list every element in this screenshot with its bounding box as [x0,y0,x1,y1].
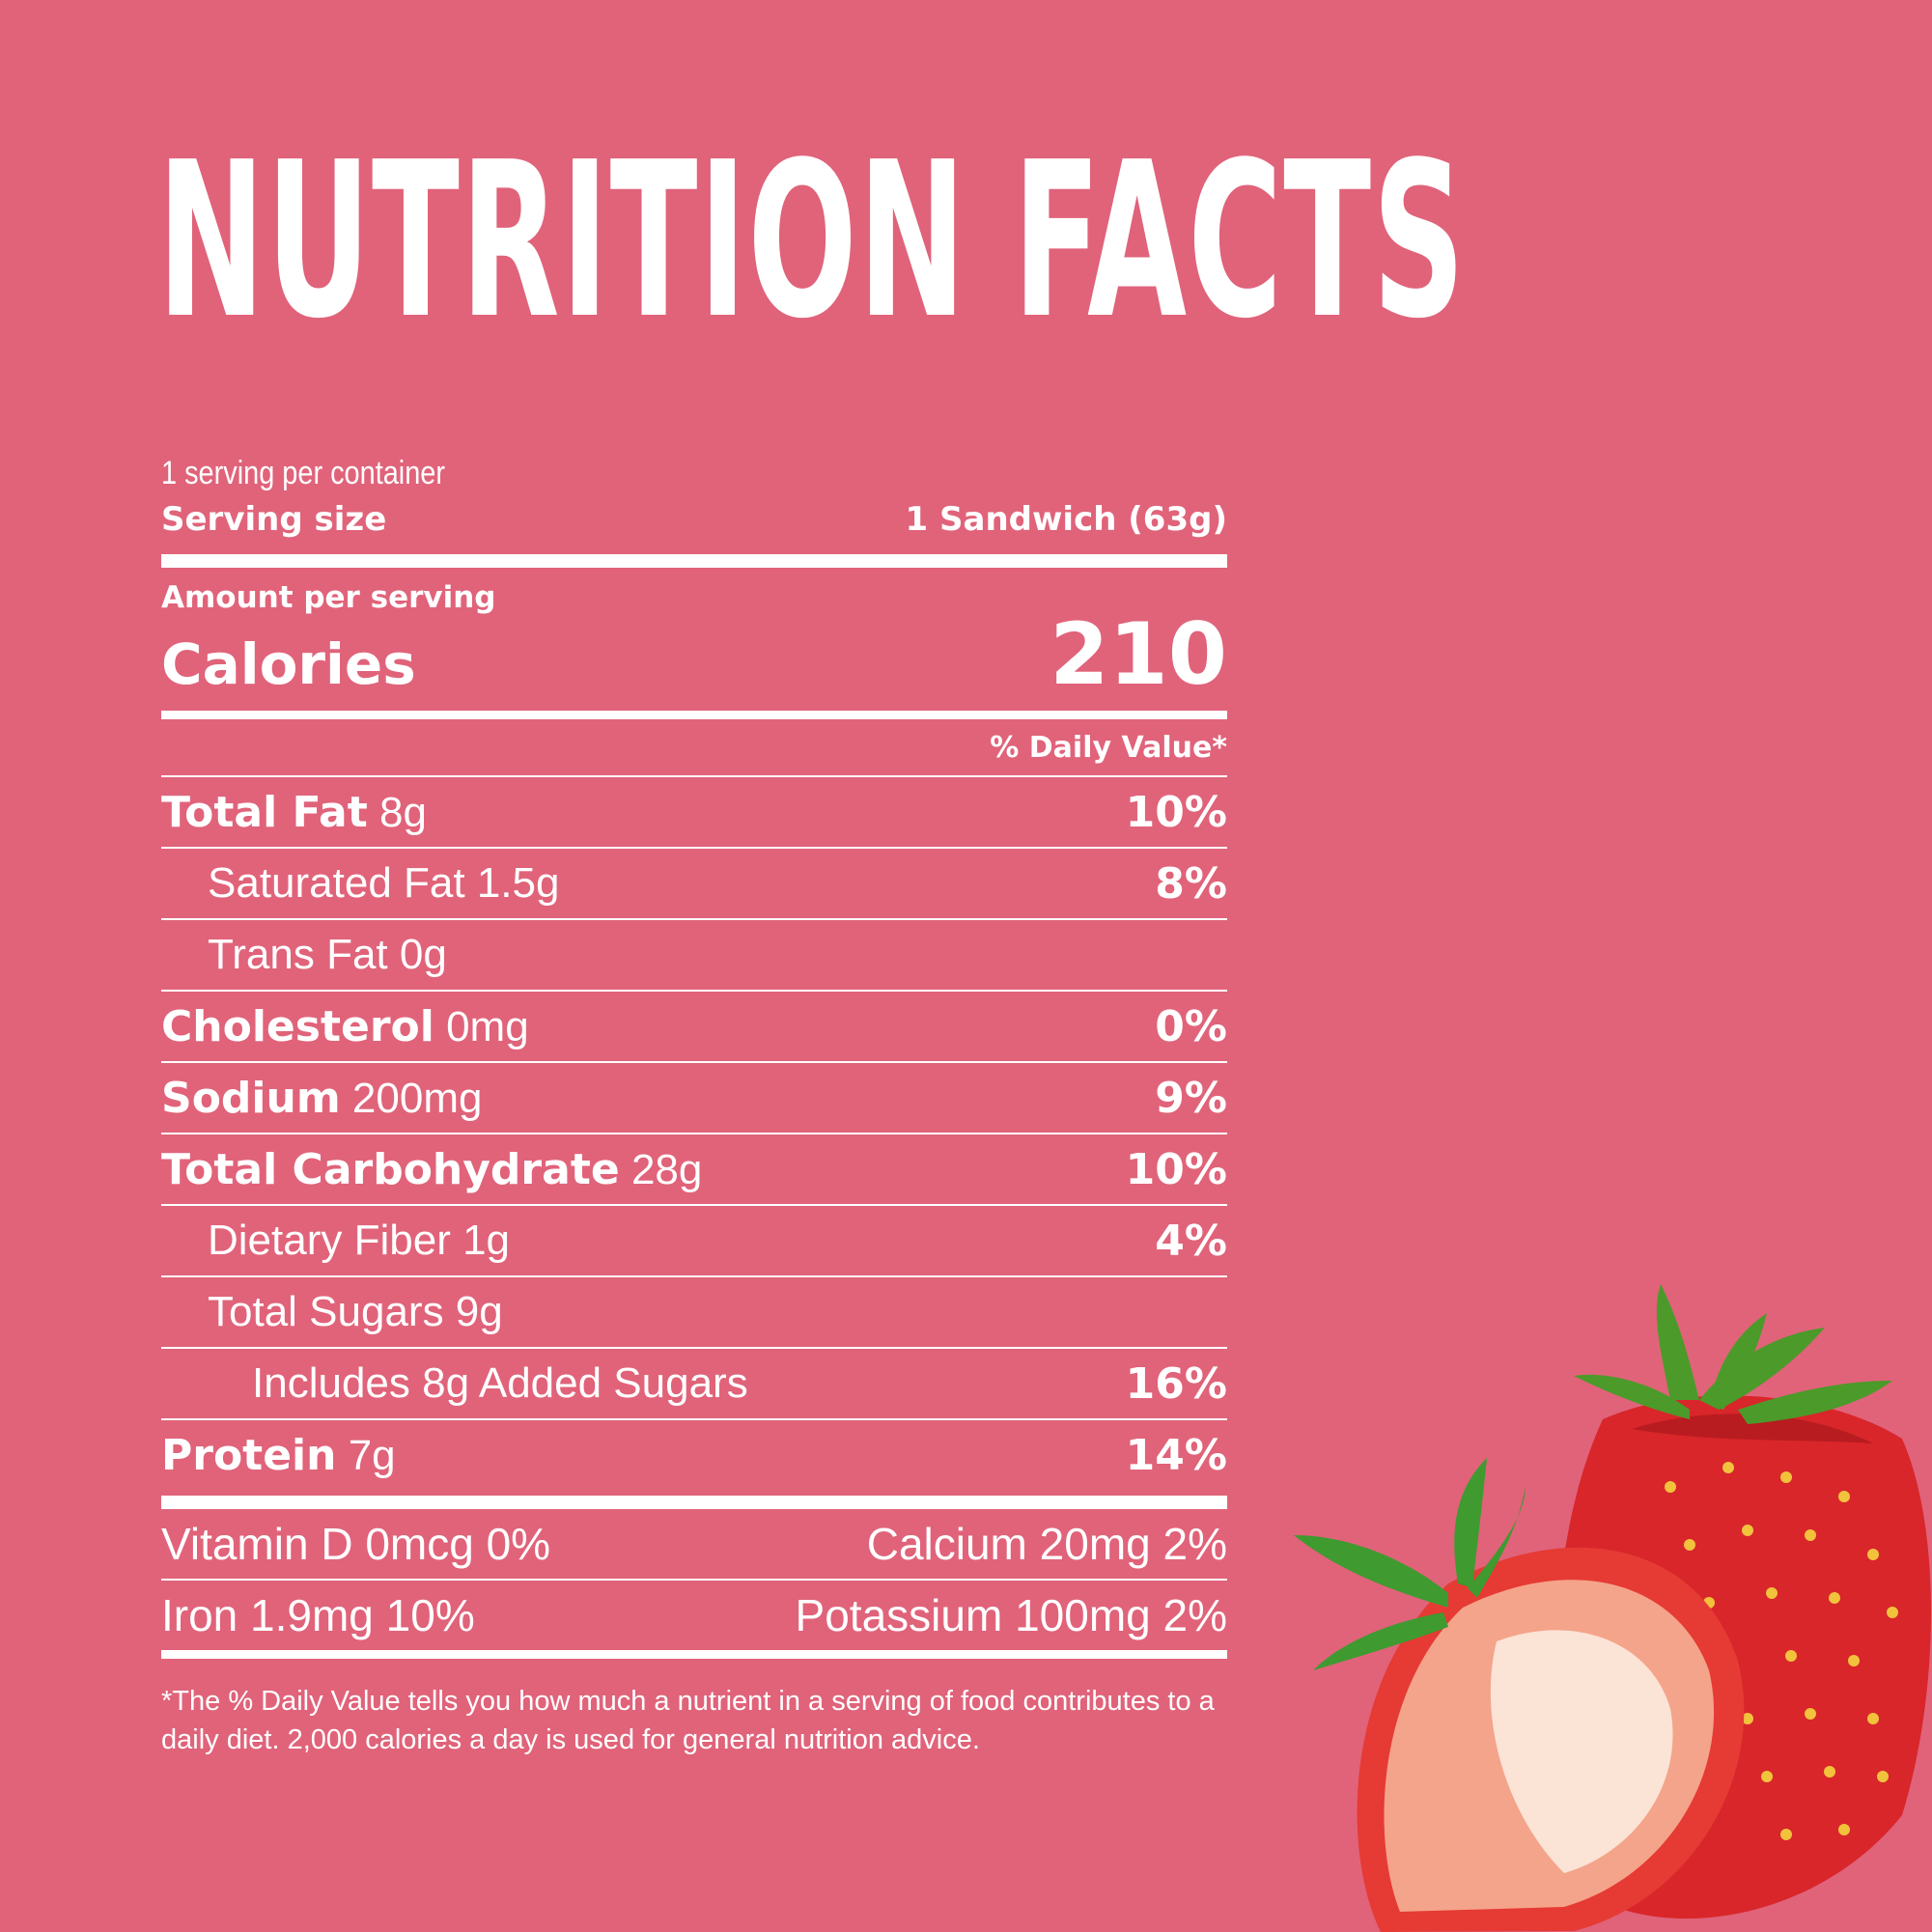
page-title: NUTRITION FACTS [157,117,1467,366]
vitamin-left: Iron 1.9mg 10% [161,1590,475,1640]
nutrient-dv: 10% [1125,1144,1227,1194]
nutrient-row: Saturated Fat 1.5g 8% [161,849,1227,918]
nutrient-amount: 7g [348,1431,396,1479]
divider-thin [161,775,1227,777]
nutrient-name: Cholesterol [161,1001,434,1051]
divider-thin [161,1579,1227,1581]
halved-strawberry [1357,1547,1745,1932]
nutrient-dv: 4% [1155,1216,1227,1266]
nutrient-row: Total Fat 8g 10% [161,777,1227,847]
nutrient-amount: 28g [630,1145,703,1193]
nutrient-row: Sodium 200mg 9% [161,1063,1227,1133]
vitamin-right: Potassium 100mg 2% [795,1590,1227,1640]
strawberry-leaves [1574,1284,1892,1424]
calories-row: Calories 210 [161,604,1227,704]
daily-value-header: % Daily Value* [990,731,1227,765]
nutrient-dv: 0% [1155,1001,1227,1051]
nutrient-dv: 14% [1125,1430,1227,1480]
nutrient-dv: 8% [1155,858,1227,909]
nutrient-name: Sodium [161,1073,341,1123]
halved-strawberry-leaves [1294,1458,1526,1670]
divider-thick [161,554,1227,568]
nutrient-name: Total Fat [161,787,368,837]
nutrient-row: Protein 7g 14% [161,1420,1227,1490]
divider-thin [161,1347,1227,1349]
divider-thin [161,1133,1227,1134]
nutrient-amount: 200mg [351,1074,483,1122]
nutrient-name: Total Carbohydrate [161,1144,620,1194]
nutrient-row: Total Sugars 9g [161,1277,1227,1347]
nutrient-name: Trans Fat 0g [208,931,447,978]
nutrient-name: Protein [161,1430,337,1480]
divider-medium [161,1650,1227,1659]
vitamin-right: Calcium 20mg 2% [866,1519,1227,1569]
servings-per-container: 1 serving per container [161,455,445,491]
nutrient-dv: 9% [1155,1073,1227,1123]
divider-medium [161,711,1227,719]
vitamin-row: Iron 1.9mg 10% Potassium 100mg 2% [161,1581,1227,1650]
divider-thin [161,1204,1227,1206]
nutrient-amount: 8g [378,788,427,836]
nutrient-dv: 16% [1125,1358,1227,1409]
calories-label: Calories [161,631,416,697]
nutrient-row: Cholesterol 0mg 0% [161,992,1227,1061]
calories-value: 210 [1050,604,1227,704]
nutrient-row: Trans Fat 0g [161,920,1227,990]
divider-thin [161,1275,1227,1277]
serving-size-value: 1 Sandwich (63g) [905,500,1227,539]
footnote: *The % Daily Value tells you how much a … [161,1686,1215,1755]
nutrient-row: Dietary Fiber 1g 4% [161,1206,1227,1275]
nutrient-row: Total Carbohydrate 28g 10% [161,1134,1227,1204]
divider-thin [161,990,1227,992]
vitamin-left: Vitamin D 0mcg 0% [161,1519,551,1569]
divider-thin [161,918,1227,920]
divider-thin [161,1418,1227,1420]
vitamin-row: Vitamin D 0mcg 0% Calcium 20mg 2% [161,1509,1227,1579]
divider-thin [161,1061,1227,1063]
amount-per-serving: Amount per serving [161,580,496,615]
strawberry-illustration [1294,1284,1931,1932]
nutrient-name: Dietary Fiber 1g [208,1217,511,1264]
nutrient-amount: 0mg [446,1002,529,1050]
nutrient-dv: 10% [1125,787,1227,837]
nutrient-row: Includes 8g Added Sugars 16% [161,1349,1227,1418]
serving-size-row: Serving size 1 Sandwich (63g) [161,498,1227,541]
nutrient-name: Saturated Fat 1.5g [208,859,560,907]
nutrient-name: Includes 8g Added Sugars [252,1359,748,1407]
nutrition-panel: 1 serving per container Serving size 1 S… [161,454,1227,1759]
nutrient-list: Total Fat 8g 10% Saturated Fat 1.5g 8% T… [161,777,1227,1490]
nutrient-name: Total Sugars 9g [208,1288,503,1335]
divider-thin [161,847,1227,849]
divider-thick [161,1496,1227,1509]
serving-size-label: Serving size [161,500,387,539]
